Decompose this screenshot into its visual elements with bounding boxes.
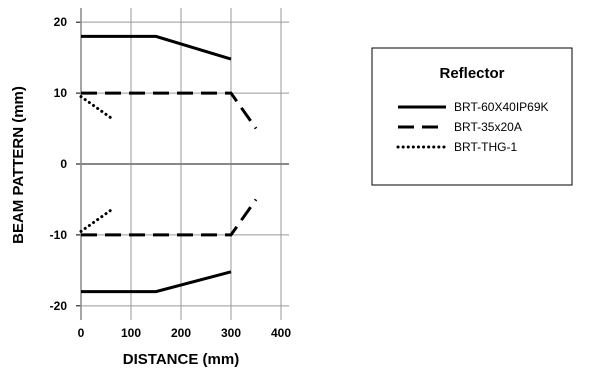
grid bbox=[76, 8, 289, 320]
x-tick-label: 0 bbox=[78, 326, 85, 340]
series-line bbox=[81, 34, 232, 61]
x-tick-label: 100 bbox=[121, 326, 141, 340]
y-tick-label: 0 bbox=[60, 157, 67, 171]
x-tick-label: 200 bbox=[171, 326, 191, 340]
legend-entry-label: BRT-60X40IP69K bbox=[454, 100, 549, 114]
x-axis-label: DISTANCE (mm) bbox=[123, 351, 239, 368]
y-tick-label: -20 bbox=[50, 299, 68, 313]
y-tick-label: -10 bbox=[50, 228, 68, 242]
legend-entry-label: BRT-35x20A bbox=[454, 120, 522, 134]
series-line bbox=[81, 270, 232, 294]
legend-entry-label: BRT-THG-1 bbox=[454, 140, 517, 154]
series-line bbox=[81, 198, 258, 237]
y-tick-label: 20 bbox=[54, 15, 68, 29]
y-tick-label: 10 bbox=[54, 86, 68, 100]
legend-title: Reflector bbox=[439, 65, 504, 82]
x-tick-label: 400 bbox=[271, 326, 291, 340]
series-lines bbox=[79, 34, 258, 294]
legend-box bbox=[371, 47, 573, 186]
series-line bbox=[79, 95, 113, 120]
series-line bbox=[81, 91, 258, 130]
legend: Reflector BRT-60X40IP69K BRT-35x20A BRT-TH… bbox=[371, 47, 573, 186]
x-tick-label: 300 bbox=[221, 326, 241, 340]
y-axis-label: BEAM PATTERN (mm) bbox=[10, 86, 27, 244]
series-line bbox=[79, 208, 113, 233]
